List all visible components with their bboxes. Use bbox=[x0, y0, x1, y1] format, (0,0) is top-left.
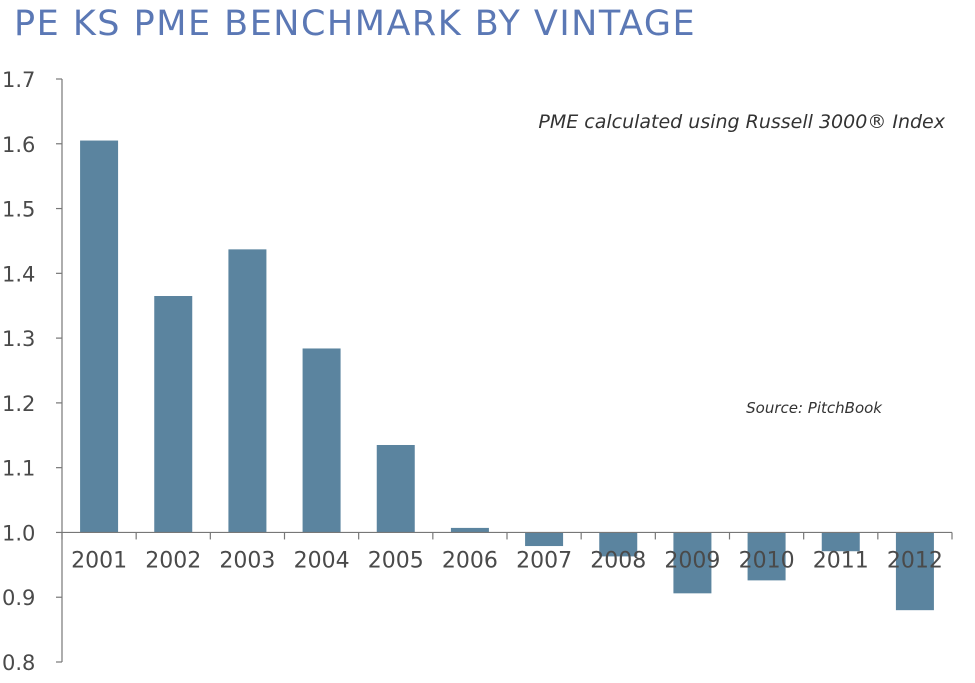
x-tick-label: 2002 bbox=[145, 548, 201, 573]
chart-annotation: PME calculated using Russell 3000® Index bbox=[538, 111, 945, 133]
y-tick-label: 1.1 bbox=[2, 457, 35, 481]
bar-2007 bbox=[525, 532, 564, 547]
x-tick-label: 2004 bbox=[294, 548, 350, 573]
y-tick-label: 0.8 bbox=[2, 651, 35, 675]
y-tick-label: 1.7 bbox=[2, 68, 35, 92]
bar-2006 bbox=[450, 527, 489, 533]
y-tick-label: 1.4 bbox=[2, 262, 35, 286]
y-tick-label: 1.5 bbox=[2, 198, 35, 222]
y-tick-label: 1.0 bbox=[2, 521, 35, 545]
x-axis: 2001 2002 2003 2004 2005 2006 2007 2008 2009 2010… bbox=[61, 531, 953, 573]
bar-2005 bbox=[376, 444, 415, 533]
bars bbox=[80, 140, 934, 611]
bar-2004 bbox=[302, 348, 341, 533]
bar-2002 bbox=[154, 296, 193, 533]
y-tick-label: 1.6 bbox=[2, 133, 35, 157]
y-axis: 0.8 0.9 1.0 1.1 1.2 1.3 1.4 1.5 1.6 1.7 bbox=[2, 68, 63, 675]
x-tick-label: 2011 bbox=[813, 548, 869, 573]
x-tick-label: 2003 bbox=[219, 548, 275, 573]
x-tick-label: 2008 bbox=[590, 548, 646, 573]
bar-2009 bbox=[673, 532, 712, 594]
y-tick-label: 0.9 bbox=[2, 586, 35, 610]
x-tick-label: 2005 bbox=[368, 548, 424, 573]
x-tick-label: 2012 bbox=[887, 548, 943, 573]
bar-2012 bbox=[895, 532, 934, 611]
source-note: Source: PitchBook bbox=[746, 399, 883, 417]
chart-title: PE KS PME BENCHMARK BY VINTAGE bbox=[14, 4, 697, 44]
x-tick-label: 2001 bbox=[71, 548, 127, 573]
y-tick-label: 1.2 bbox=[2, 392, 35, 416]
x-tick-label: 2009 bbox=[664, 548, 720, 573]
x-tick-label: 2006 bbox=[442, 548, 498, 573]
bar-2001 bbox=[80, 140, 119, 533]
x-tick-label: 2010 bbox=[739, 548, 795, 573]
y-tick-label: 1.3 bbox=[2, 327, 35, 351]
bar-2010 bbox=[747, 532, 786, 581]
bar-2003 bbox=[228, 249, 267, 533]
bar-2008 bbox=[599, 532, 638, 557]
bar-2011 bbox=[821, 532, 860, 552]
x-tick-label: 2007 bbox=[516, 548, 572, 573]
